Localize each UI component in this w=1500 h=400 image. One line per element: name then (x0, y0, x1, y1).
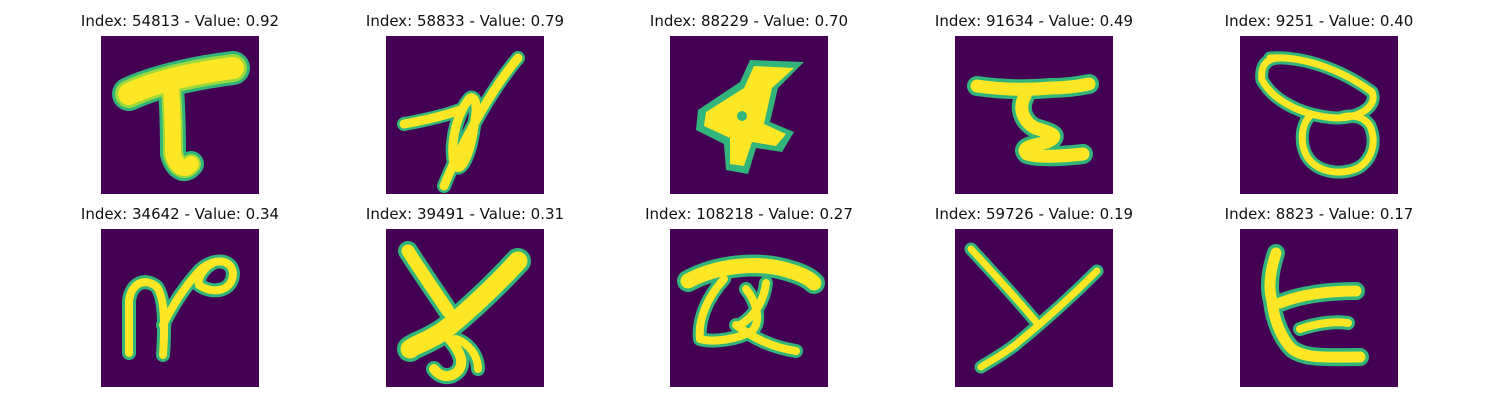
panel-title-9: Index: 59726 - Value: 0.19 (934, 205, 1134, 223)
panel-title-3: Index: 88229 - Value: 0.70 (649, 12, 849, 30)
panel-3: Index: 88229 - Value: 0.70 (619, 12, 879, 194)
panel-7: Index: 39491 - Value: 0.31 (335, 205, 595, 387)
panel-5: Index: 9251 - Value: 0.40 (1189, 12, 1449, 194)
panel-title-1: Index: 54813 - Value: 0.92 (80, 12, 280, 30)
thumbnail-5-glyph (1255, 51, 1380, 179)
thumbnail-1-glyph (112, 51, 250, 181)
thumbnail-3 (670, 36, 828, 194)
thumbnail-7 (386, 229, 544, 387)
thumbnail-6 (101, 229, 259, 387)
panel-2: Index: 58833 - Value: 0.79 (335, 12, 595, 194)
panel-title-4: Index: 91634 - Value: 0.49 (934, 12, 1134, 30)
panel-9: Index: 59726 - Value: 0.19 (904, 205, 1164, 387)
panel-1: Index: 54813 - Value: 0.92 (50, 12, 310, 194)
panel-8: Index: 108218 - Value: 0.27 (619, 205, 879, 387)
thumbnail-4 (955, 36, 1113, 194)
panel-title-2: Index: 58833 - Value: 0.79 (365, 12, 565, 30)
thumbnail-7-glyph (397, 241, 531, 384)
thumbnail-6-glyph (122, 254, 240, 362)
panel-title-5: Index: 9251 - Value: 0.40 (1224, 12, 1414, 30)
thumbnail-9-glyph (964, 242, 1104, 374)
panel-title-8: Index: 108218 - Value: 0.27 (645, 205, 853, 223)
thumbnail-5 (1240, 36, 1398, 194)
thumbnail-8-glyph (677, 254, 825, 358)
thumbnail-3-glyph (696, 60, 804, 174)
thumbnail-10 (1240, 229, 1398, 387)
thumbnail-2-glyph (397, 51, 525, 193)
thumbnail-8 (670, 229, 828, 387)
thumbnail-10-glyph (1260, 244, 1369, 367)
panel-title-10: Index: 8823 - Value: 0.17 (1224, 205, 1414, 223)
thumbnail-2 (386, 36, 544, 194)
thumbnail-9 (955, 229, 1113, 387)
thumbnail-4-glyph (967, 74, 1099, 167)
panel-6: Index: 34642 - Value: 0.34 (50, 205, 310, 387)
panel-4: Index: 91634 - Value: 0.49 (904, 12, 1164, 194)
panel-title-7: Index: 39491 - Value: 0.31 (365, 205, 565, 223)
thumbnail-1 (101, 36, 259, 194)
panel-title-6: Index: 34642 - Value: 0.34 (80, 205, 280, 223)
panel-10: Index: 8823 - Value: 0.17 (1189, 205, 1449, 387)
